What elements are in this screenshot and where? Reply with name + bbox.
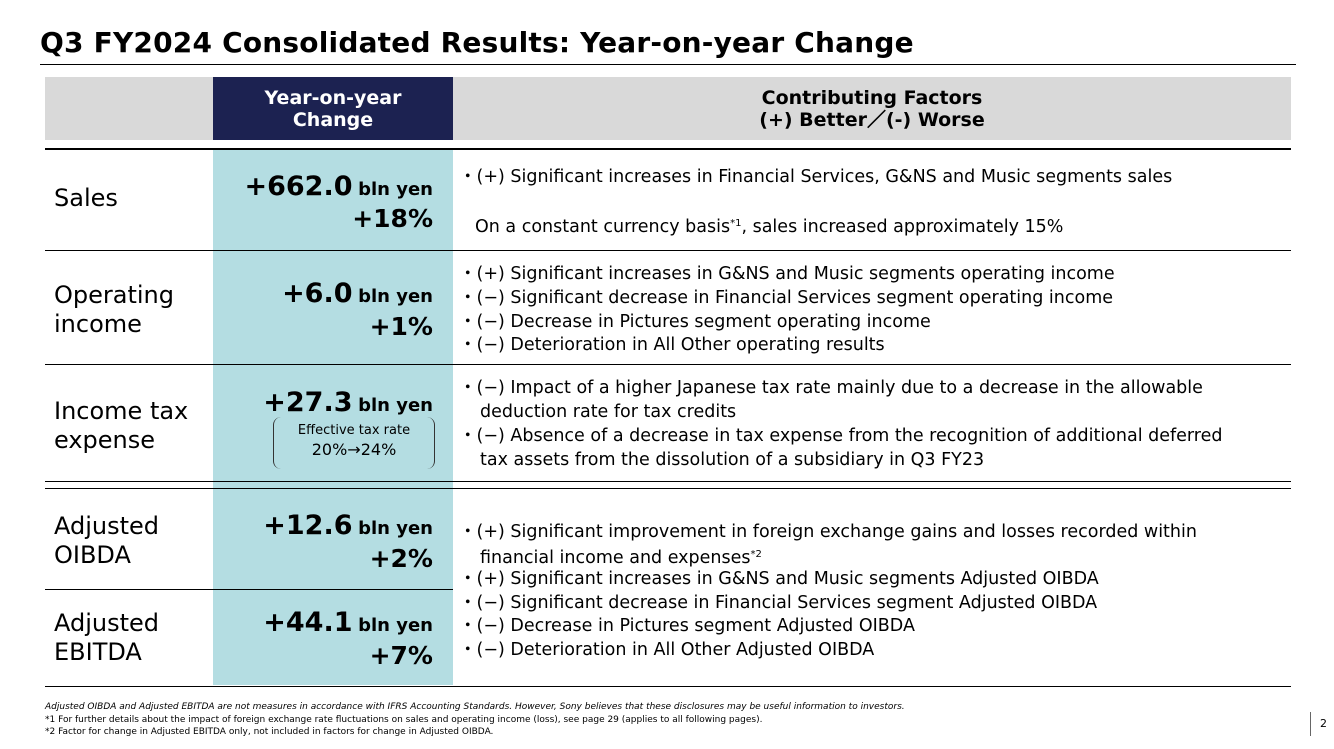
header-factors-line2: (+) Better／(-) Worse bbox=[759, 108, 985, 131]
sales-value: +662.0 bln yen bbox=[244, 171, 433, 202]
adjusted-factor-1b: financial income and expenses*2 bbox=[480, 545, 762, 568]
oibda-label: Adjusted OIBDA bbox=[54, 512, 159, 570]
adjusted-factor-2: ・(+) Significant increases in G&NS and M… bbox=[459, 569, 1099, 589]
header-change-cell: Year-on-year Change bbox=[213, 77, 453, 140]
operating-factor-4: ・(−) Deterioration in All Other operatin… bbox=[459, 335, 885, 355]
tax-factor-2a: ・(−) Absence of a decrease in tax expens… bbox=[459, 426, 1223, 446]
oibda-label-line1: Adjusted bbox=[54, 512, 160, 540]
row-rule-operating bbox=[45, 364, 1291, 365]
sales-factor-2: On a constant currency basis*1, sales in… bbox=[475, 214, 1063, 237]
row-rule-sales bbox=[45, 250, 1291, 251]
sales-factor-2-pre: On a constant currency basis bbox=[475, 217, 731, 237]
page-number: 2 bbox=[1320, 717, 1327, 730]
tax-value: +27.3 bln yen bbox=[263, 387, 433, 418]
header-change-line2: Change bbox=[292, 108, 374, 131]
row-rule-oibda bbox=[45, 589, 453, 590]
tax-factor-2b: tax assets from the dissolution of a sub… bbox=[480, 450, 985, 470]
operating-factor-2: ・(−) Significant decrease in Financial S… bbox=[459, 288, 1114, 308]
row-rule-top bbox=[45, 148, 1291, 150]
sales-value-number: +662.0 bbox=[244, 171, 353, 202]
ebitda-label-line2: EBITDA bbox=[54, 638, 142, 666]
effective-tax-rate-box: Effective tax rate 20%→24% bbox=[273, 417, 435, 469]
tax-label-line1: Income tax bbox=[54, 397, 189, 425]
tax-factor-1b: deduction rate for tax credits bbox=[480, 402, 737, 422]
page-title: Q3 FY2024 Consolidated Results: Year-on-… bbox=[40, 26, 914, 59]
sales-factor-2-post: , sales increased approximately 15% bbox=[741, 217, 1064, 237]
oibda-pct: +2% bbox=[369, 544, 433, 573]
adjusted-factor-1b-sup: *2 bbox=[750, 549, 762, 560]
header-factors-cell: Contributing Factors (+) Better／(-) Wors… bbox=[453, 77, 1291, 140]
adjusted-factor-1b-text: financial income and expenses bbox=[480, 548, 751, 568]
tax-label: Income tax expense bbox=[54, 397, 188, 455]
footnote-disclaimer: Adjusted OIBDA and Adjusted EBITDA are n… bbox=[45, 702, 905, 712]
operating-label-line1: Operating bbox=[54, 281, 174, 309]
oibda-value-number: +12.6 bbox=[263, 510, 353, 541]
operating-factor-1: ・(+) Significant increases in G&NS and M… bbox=[459, 264, 1115, 284]
header-factors-line1: Contributing Factors bbox=[761, 86, 983, 109]
effective-tax-rate-value: 20%→24% bbox=[311, 440, 397, 459]
operating-value-number: +6.0 bbox=[282, 278, 353, 309]
ebitda-label-line1: Adjusted bbox=[54, 609, 160, 637]
page-number-divider bbox=[1310, 712, 1311, 736]
row-rule-bottom bbox=[45, 686, 1291, 687]
adjusted-factor-1a: ・(+) Significant improvement in foreign … bbox=[459, 522, 1197, 542]
header-factors-bg bbox=[453, 77, 1291, 140]
sales-factor-1: ・(+) Significant increases in Financial … bbox=[459, 167, 1173, 187]
change-column-bg bbox=[213, 149, 453, 685]
header-label-cell bbox=[45, 77, 213, 140]
operating-factor-3: ・(−) Decrease in Pictures segment operat… bbox=[459, 312, 931, 332]
oibda-label-line2: OIBDA bbox=[54, 541, 131, 569]
operating-pct: +1% bbox=[369, 312, 433, 341]
operating-label-line2: income bbox=[54, 310, 142, 338]
footnote-2: *2 Factor for change in Adjusted EBITDA … bbox=[45, 727, 494, 737]
oibda-value-unit: bln yen bbox=[358, 518, 433, 539]
adjusted-factor-3: ・(−) Significant decrease in Financial S… bbox=[459, 593, 1098, 613]
footnote-1: *1 For further details about the impact … bbox=[45, 715, 763, 725]
ebitda-label: Adjusted EBITDA bbox=[54, 609, 159, 667]
sales-label: Sales bbox=[54, 184, 118, 212]
sales-factor-2-sup: *1 bbox=[730, 218, 742, 229]
tax-label-line2: expense bbox=[54, 426, 156, 454]
tax-factor-1a: ・(−) Impact of a higher Japanese tax rat… bbox=[459, 378, 1203, 398]
adjusted-factor-4: ・(−) Decrease in Pictures segment Adjust… bbox=[459, 616, 915, 636]
title-rule bbox=[40, 64, 1296, 65]
operating-label: Operating income bbox=[54, 281, 174, 339]
ebitda-value-number: +44.1 bbox=[263, 607, 353, 638]
operating-value-unit: bln yen bbox=[358, 286, 433, 307]
row-rule-tax-1 bbox=[45, 481, 1291, 482]
operating-value: +6.0 bln yen bbox=[282, 278, 433, 309]
tax-value-number: +27.3 bbox=[263, 387, 353, 418]
sales-value-unit: bln yen bbox=[358, 179, 433, 200]
ebitda-pct: +7% bbox=[369, 641, 433, 670]
ebitda-value: +44.1 bln yen bbox=[263, 607, 433, 638]
header-change-line1: Year-on-year bbox=[264, 86, 402, 109]
effective-tax-rate-label: Effective tax rate bbox=[297, 423, 411, 438]
ebitda-value-unit: bln yen bbox=[358, 615, 433, 636]
adjusted-factor-5: ・(−) Deterioration in All Other Adjusted… bbox=[459, 640, 875, 660]
row-rule-tax-2 bbox=[45, 488, 1291, 489]
sales-pct: +18% bbox=[352, 204, 433, 233]
oibda-value: +12.6 bln yen bbox=[263, 510, 433, 541]
tax-value-unit: bln yen bbox=[358, 395, 433, 416]
